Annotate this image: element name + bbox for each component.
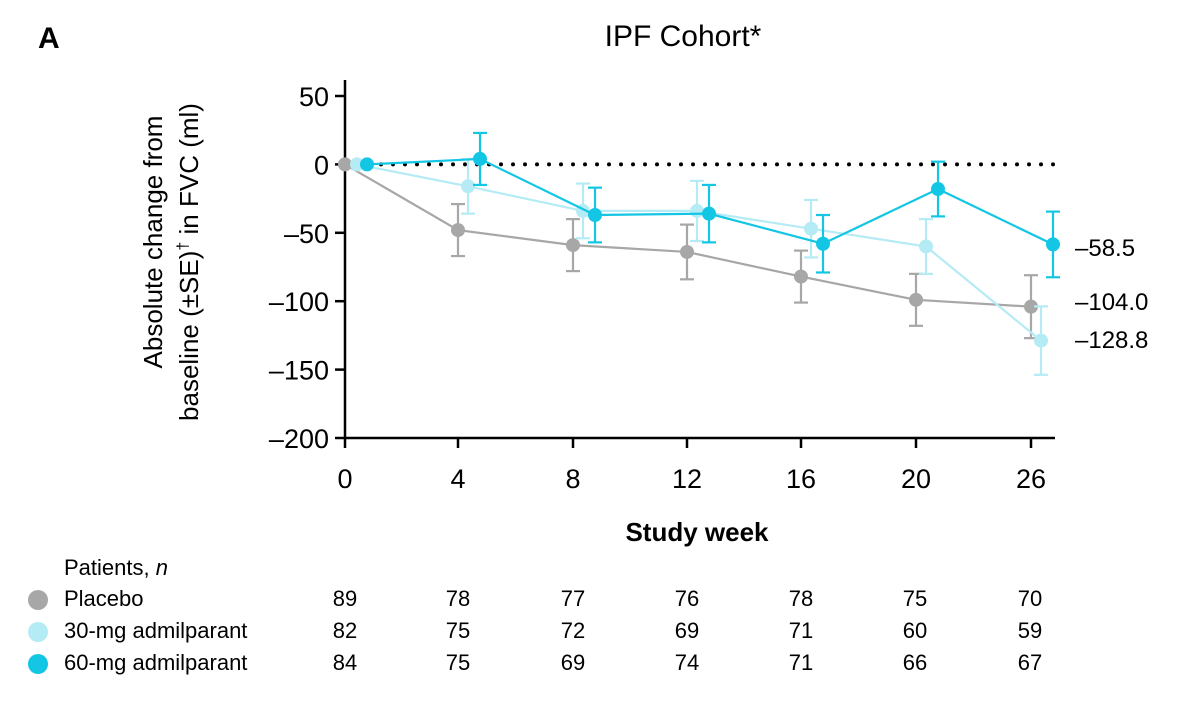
patient-count: 89	[332, 586, 358, 611]
patient-count: 60	[902, 618, 928, 643]
end-value-label: –58.5	[1075, 235, 1135, 262]
y-tick-label: –100	[269, 287, 329, 317]
chart-title: IPF Cohort*	[605, 20, 762, 53]
patient-count: 66	[902, 650, 928, 675]
patient-count: 75	[902, 586, 928, 611]
patient-count: 84	[332, 650, 358, 675]
data-point	[680, 244, 694, 259]
data-point	[816, 236, 830, 251]
x-tick-label: 20	[901, 464, 931, 494]
data-point	[473, 151, 487, 166]
patient-count: 70	[1017, 586, 1043, 611]
y-axis-label-line-2: baseline (±SE)† in FVC (ml)	[174, 103, 204, 421]
data-point	[451, 223, 465, 238]
data-point	[1024, 299, 1038, 314]
y-axis-label-part-1: baseline (±SE)	[174, 251, 204, 421]
data-point	[360, 157, 374, 172]
y-axis-label-part-2: in FVC (ml)	[174, 103, 204, 242]
data-point	[702, 206, 716, 221]
data-point	[931, 182, 945, 197]
legend-marker	[28, 590, 48, 610]
x-tick-label: 12	[672, 464, 702, 494]
patient-count: 59	[1017, 618, 1043, 643]
patient-count: 71	[788, 618, 814, 643]
x-tick-label: 8	[565, 464, 580, 494]
data-point	[588, 208, 602, 223]
end-value-label: –128.8	[1075, 327, 1148, 354]
data-point	[350, 157, 364, 172]
data-point	[909, 292, 923, 307]
patients-heading: Patients, n	[64, 555, 168, 581]
x-tick-label: 4	[450, 464, 465, 494]
patient-count: 78	[445, 586, 471, 611]
patient-count: 74	[674, 650, 700, 675]
data-point	[338, 157, 352, 172]
patients-row: 60-mg admilparant 84 75 69 74 71 66 67	[26, 650, 1176, 680]
y-tick-label: –200	[269, 424, 329, 454]
patient-count: 76	[674, 586, 700, 611]
x-axis-label: Study week	[625, 517, 769, 547]
y-tick-label: 50	[299, 82, 329, 112]
data-point	[1046, 237, 1060, 252]
data-point	[1034, 333, 1048, 348]
patients-heading-label: Patients,	[64, 555, 156, 580]
patients-row: Placebo 89 78 77 76 78 75 70	[26, 586, 1176, 616]
patient-count: 72	[560, 618, 586, 643]
patients-row: 30-mg admilparant 82 75 72 69 71 60 59	[26, 618, 1176, 648]
axes: 50 0 –50 –100 –150 –200 0 4 8 12 16 20 26	[269, 80, 1055, 494]
x-tick-label: 26	[1016, 464, 1046, 494]
y-axis-label-line-1: Absolute change from	[138, 116, 168, 369]
y-tick-label: –150	[269, 356, 329, 386]
patient-count: 75	[445, 618, 471, 643]
data-point	[461, 179, 475, 194]
data-point	[804, 221, 818, 236]
y-axis-label-dagger: †	[175, 242, 192, 251]
legend-marker	[28, 654, 48, 674]
y-tick-label: 0	[314, 150, 329, 180]
series-1	[350, 157, 1048, 376]
patients-table: Patients, n Placebo 89 78 77 76 78 75 70 30-mg a…	[26, 555, 1176, 685]
patients-row-label: Placebo	[64, 586, 144, 611]
patient-count: 69	[560, 650, 586, 675]
x-tick-label: 0	[337, 464, 352, 494]
x-tick-label: 16	[786, 464, 816, 494]
patients-row-label: 30-mg admilparant	[64, 618, 248, 643]
end-value-label: –104.0	[1075, 289, 1148, 316]
patient-count: 82	[332, 618, 358, 643]
patient-count: 67	[1017, 650, 1043, 675]
patient-count: 77	[560, 586, 586, 611]
data-point	[566, 238, 580, 253]
plot-area: –58.5 –104.0 –128.8	[338, 131, 1148, 376]
data-point	[690, 203, 704, 218]
y-tick-label: –50	[284, 219, 329, 249]
legend-marker	[28, 622, 48, 642]
patient-count: 75	[445, 650, 471, 675]
series-2	[360, 131, 1060, 279]
patients-heading-n: n	[155, 555, 168, 580]
patient-count: 71	[788, 650, 814, 675]
data-point	[794, 269, 808, 284]
patient-count: 69	[674, 618, 700, 643]
panel-letter: A	[38, 22, 60, 55]
patient-count: 78	[788, 586, 814, 611]
data-point	[919, 239, 933, 254]
patients-row-label: 60-mg admilparant	[64, 650, 248, 675]
